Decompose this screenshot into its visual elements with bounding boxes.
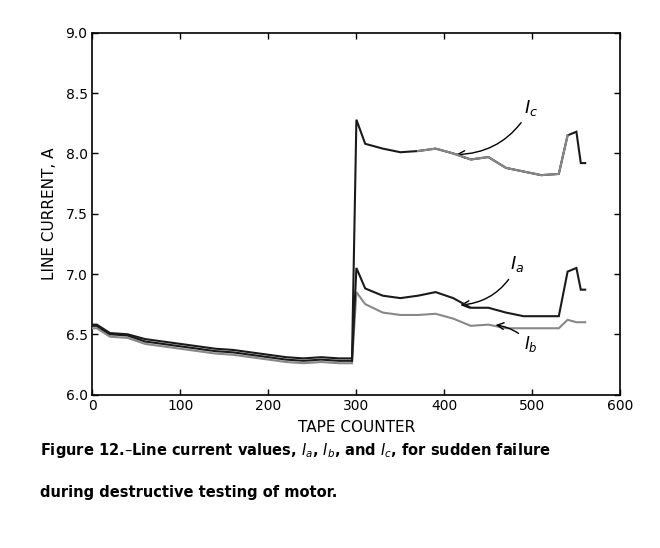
Text: during destructive testing of motor.: during destructive testing of motor. xyxy=(40,485,337,500)
X-axis label: TAPE COUNTER: TAPE COUNTER xyxy=(298,420,415,435)
Text: $I_b$: $I_b$ xyxy=(497,323,537,354)
Text: $I_c$: $I_c$ xyxy=(457,98,538,158)
Text: Figure 12.–Line current values, $I_a$, $I_b$, and $I_c$, for sudden failure: Figure 12.–Line current values, $I_a$, $… xyxy=(40,441,550,460)
Y-axis label: LINE CURRENT, A: LINE CURRENT, A xyxy=(42,147,57,280)
Text: $I_a$: $I_a$ xyxy=(462,254,525,308)
